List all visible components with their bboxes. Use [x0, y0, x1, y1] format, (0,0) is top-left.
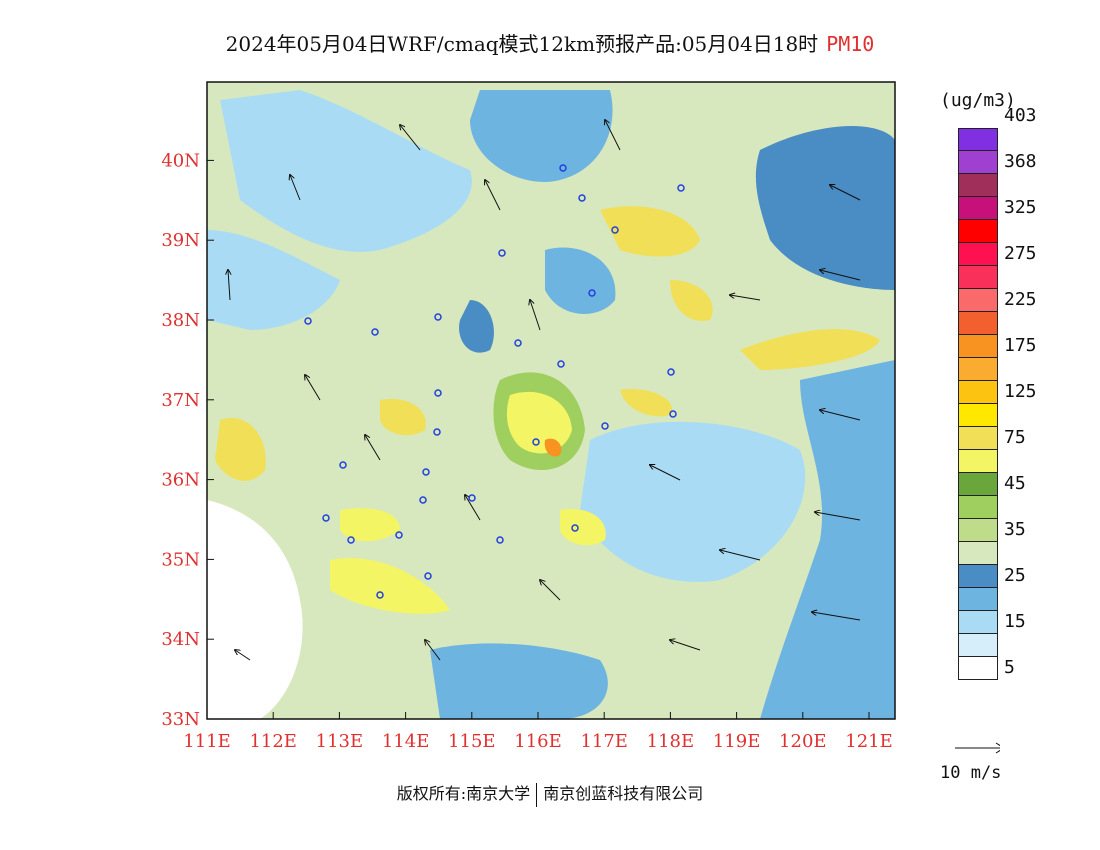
footer-copyright: 版权所有:南京大学: [396, 784, 531, 803]
legend-label: 75: [1004, 426, 1026, 448]
wind-scale-label: 10 m/s: [940, 763, 1002, 783]
legend-swatch: [958, 312, 998, 335]
lat-tick-label: 38N: [161, 310, 200, 331]
city-markers: [304, 164, 685, 599]
lat-tick-labels: 33N 34N 35N 36N 37N 38N 39N 40N: [161, 150, 214, 730]
legend-label: 403: [1004, 104, 1037, 126]
pm10-field: [207, 82, 895, 719]
footer-company: 南京创蓝科技有限公司: [543, 784, 704, 803]
lat-tick-label: 39N: [161, 230, 200, 251]
footer: 版权所有:南京大学 南京创蓝科技有限公司: [0, 780, 1100, 807]
lon-tick-label: 121E: [845, 731, 893, 752]
legend-swatch: [958, 450, 998, 473]
lon-tick-label: 113E: [316, 731, 364, 752]
legend-swatch: [958, 289, 998, 312]
lon-tick-label: 115E: [448, 731, 496, 752]
lon-tick-label: 119E: [713, 731, 761, 752]
legend-swatch: [958, 611, 998, 634]
legend-label: 225: [1004, 288, 1037, 310]
legend-swatch: [958, 473, 998, 496]
legend-swatch: [958, 588, 998, 611]
legend-swatch: [958, 381, 998, 404]
legend-swatch: [958, 243, 998, 266]
legend-swatch: [958, 496, 998, 519]
page-title: 2024年05月04日WRF/cmaq模式12km预报产品:05月04日18时 P…: [0, 28, 1100, 57]
legend-swatch: [958, 335, 998, 358]
legend-swatch: [958, 197, 998, 220]
legend-swatch: [958, 128, 998, 151]
lat-tick-label: 34N: [161, 629, 200, 650]
legend-swatch: [958, 404, 998, 427]
legend-label: 125: [1004, 380, 1037, 402]
lon-tick-label: 112E: [249, 731, 297, 752]
legend-swatch: [958, 174, 998, 197]
legend-swatch: [958, 427, 998, 450]
legend-swatch: [958, 657, 998, 680]
legend-label: 325: [1004, 196, 1037, 218]
lon-tick-label: 116E: [514, 731, 562, 752]
title-text: 2024年05月04日WRF/cmaq模式12km预报产品:05月04日18时: [225, 32, 819, 56]
legend-label: 15: [1004, 610, 1026, 632]
wind-vectors: [228, 120, 861, 661]
lon-tick-labels: 111E 112E 113E 114E 115E 116E 117E 118E 119E 120E…: [183, 712, 893, 752]
lat-tick-label: 33N: [161, 709, 200, 730]
lon-tick-label: 114E: [382, 731, 430, 752]
wind-scale-arrow: [955, 742, 1005, 754]
lon-tick-label: 117E: [580, 731, 628, 752]
color-legend: [958, 128, 998, 680]
legend-swatch: [958, 266, 998, 289]
lon-tick-label: 111E: [183, 731, 231, 752]
legend-label: 45: [1004, 472, 1026, 494]
legend-label: 175: [1004, 334, 1037, 356]
map-frame: [206, 81, 896, 720]
lon-tick-label: 120E: [779, 731, 827, 752]
legend-swatch: [958, 565, 998, 588]
legend-label: 5: [1004, 656, 1015, 678]
legend-swatch: [958, 358, 998, 381]
legend-label: 25: [1004, 564, 1026, 586]
legend-label: 275: [1004, 242, 1037, 264]
legend-swatch: [958, 519, 998, 542]
lat-tick-label: 36N: [161, 470, 200, 491]
footer-separator: [536, 782, 538, 807]
lon-tick-label: 118E: [647, 731, 695, 752]
legend-swatch: [958, 220, 998, 243]
legend-label: 35: [1004, 518, 1026, 540]
legend-unit: (ug/m3): [940, 90, 1016, 111]
pollutant-label: PM10: [826, 32, 875, 56]
lat-tick-label: 37N: [161, 390, 200, 411]
legend-swatch: [958, 151, 998, 174]
legend-label: 368: [1004, 150, 1037, 172]
lat-tick-label: 35N: [161, 549, 200, 570]
wind-scale: 10 m/s: [940, 740, 1020, 783]
legend-swatch: [958, 542, 998, 565]
legend-swatch: [958, 634, 998, 657]
lat-tick-label: 40N: [161, 150, 200, 171]
